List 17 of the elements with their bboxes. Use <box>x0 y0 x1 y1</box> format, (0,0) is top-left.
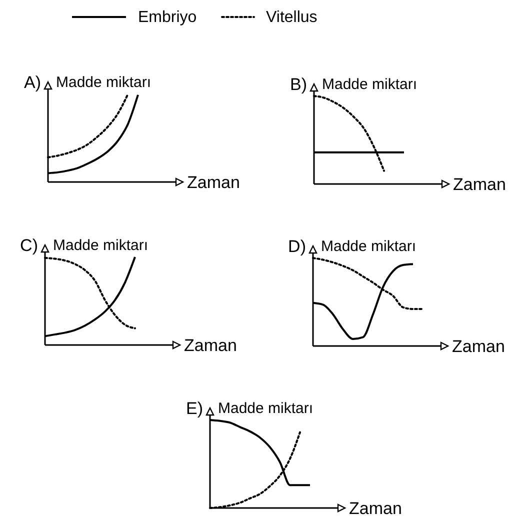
chart-title: D) <box>288 237 306 256</box>
x-axis-title: Zaman <box>453 175 506 194</box>
chart-title: B) <box>290 75 307 94</box>
legend-label: Vitellus <box>266 9 318 26</box>
y-axis-title: Madde miktarı <box>321 238 416 255</box>
y-axis-title: Madde miktarı <box>53 237 148 254</box>
legend-label: Embriyo <box>138 9 197 26</box>
y-axis-title: Madde miktarı <box>218 400 314 417</box>
chart-title: C) <box>20 236 38 255</box>
x-axis-title: Zaman <box>452 337 505 356</box>
x-axis-title: Zaman <box>184 336 237 355</box>
chart-title: E) <box>186 399 203 418</box>
chart-title: A) <box>24 73 41 92</box>
y-axis-title: Madde miktarı <box>322 76 418 93</box>
x-axis-title: Zaman <box>187 173 240 192</box>
y-axis-title: Madde miktarı <box>56 74 152 91</box>
x-axis-title: Zaman <box>349 499 402 518</box>
